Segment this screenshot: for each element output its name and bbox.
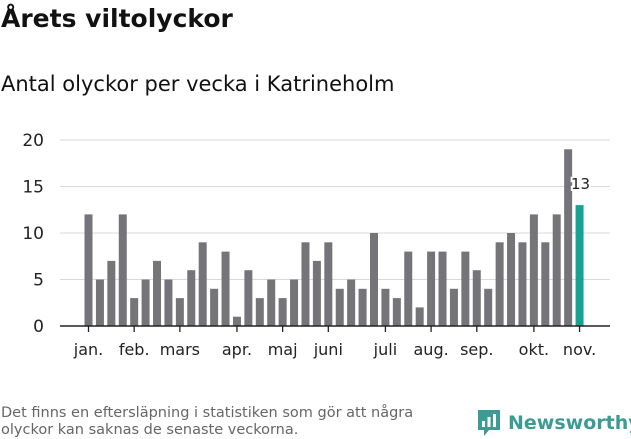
bar [484, 288, 493, 326]
x-tick-label: sep. [460, 340, 493, 359]
bar [495, 242, 504, 326]
bar [358, 288, 367, 326]
chart-subtitle: Antal olyckor per vecka i Katrineholm [1, 72, 395, 96]
bar [507, 233, 516, 326]
y-tick-label: 10 [22, 224, 44, 244]
bar-highlight [575, 205, 584, 326]
y-tick-label: 0 [33, 317, 44, 337]
x-tick-label: aug. [414, 340, 449, 359]
bar [153, 260, 162, 326]
bar [198, 242, 207, 326]
bar [187, 270, 196, 326]
bar [472, 270, 481, 326]
x-tick-label: nov. [563, 340, 596, 359]
bar [278, 298, 287, 326]
bar [290, 279, 299, 326]
bar [312, 260, 321, 326]
bar [244, 270, 253, 326]
bar [164, 279, 173, 326]
bar [118, 214, 127, 326]
x-tick-label: okt. [519, 340, 549, 359]
x-tick-label: mars [160, 340, 200, 359]
x-tick-label: apr. [222, 340, 252, 359]
bar [529, 214, 538, 326]
bar [347, 279, 356, 326]
bar [95, 279, 104, 326]
bar [301, 242, 310, 326]
bar [210, 288, 219, 326]
bar [415, 307, 424, 326]
chart-title: Årets viltolyckor [1, 4, 233, 33]
y-tick-label: 15 [22, 178, 44, 198]
bar [267, 279, 276, 326]
bar [232, 316, 241, 326]
bar [392, 298, 401, 326]
x-tick-label: jan. [73, 340, 103, 359]
brand-name: Newsworthy [508, 412, 631, 434]
brand-logo: Newsworthy [476, 408, 631, 438]
bar [381, 288, 390, 326]
bar [564, 149, 573, 326]
x-tick-label: juli [373, 340, 397, 359]
bar [404, 251, 413, 326]
bar [255, 298, 264, 326]
bar [175, 298, 184, 326]
bar [107, 260, 116, 326]
bar [427, 251, 436, 326]
bar [461, 251, 470, 326]
x-tick-label: feb. [119, 340, 150, 359]
bar [335, 288, 344, 326]
newsworthy-logo-icon [478, 410, 500, 436]
x-tick-label: maj [268, 340, 298, 359]
bar [541, 242, 550, 326]
y-tick-label: 5 [33, 271, 44, 291]
bar [324, 242, 333, 326]
bar-chart: 0 5 10 15 20 13 jan. feb. mars apr. maj juni juli aug… [22, 131, 610, 359]
highlight-value-label: 13 [571, 175, 590, 193]
bar [130, 298, 139, 326]
y-tick-label: 20 [22, 131, 44, 151]
bar [552, 214, 561, 326]
footnote: Det finns en eftersläpning i statistiken… [1, 405, 414, 438]
bar [84, 214, 93, 326]
bar [221, 251, 230, 326]
bar [370, 233, 378, 326]
bar [141, 279, 150, 326]
bar [449, 288, 458, 326]
bar [518, 242, 527, 326]
x-tick-label: juni [313, 340, 343, 359]
bar [438, 251, 447, 326]
